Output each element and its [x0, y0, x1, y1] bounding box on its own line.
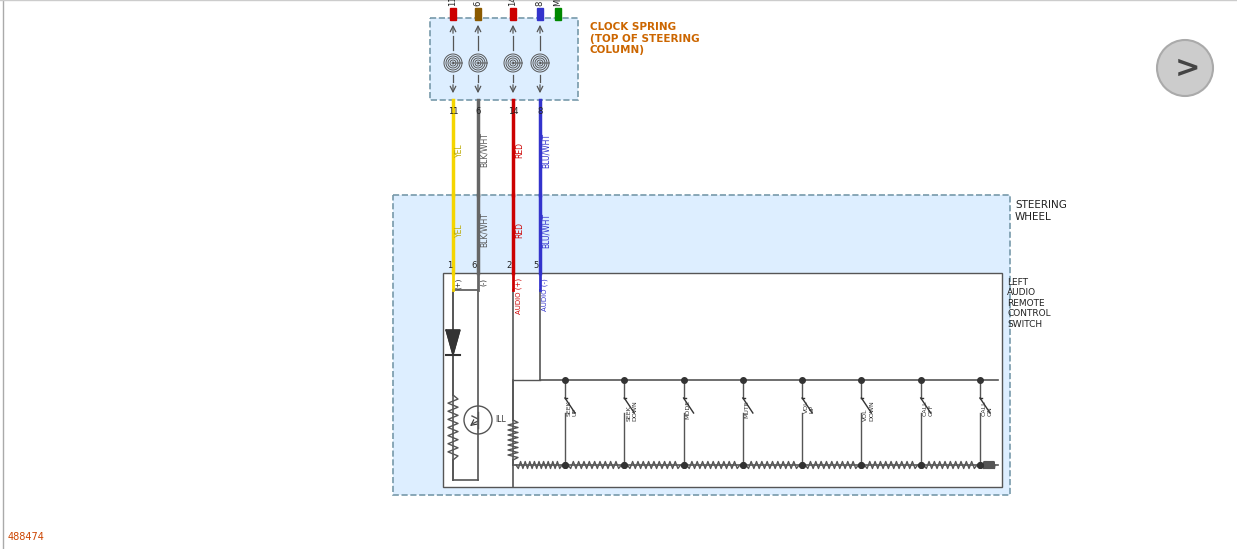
Text: (-): (-)	[480, 278, 486, 286]
Text: 6: 6	[474, 1, 482, 6]
Text: (+): (+)	[455, 278, 461, 289]
Text: RED: RED	[515, 142, 524, 158]
Text: LEFT
AUDIO
REMOTE
CONTROL
SWITCH: LEFT AUDIO REMOTE CONTROL SWITCH	[1007, 278, 1050, 329]
Text: 1: 1	[447, 261, 452, 270]
Text: MUTE: MUTE	[745, 400, 750, 418]
Circle shape	[1157, 40, 1213, 96]
Text: 488474: 488474	[7, 532, 45, 542]
Text: 8: 8	[536, 1, 544, 6]
Text: STEERING
WHEEL: STEERING WHEEL	[1016, 200, 1066, 222]
Text: SEEK
DOWN: SEEK DOWN	[626, 400, 637, 421]
Text: 8: 8	[537, 107, 543, 116]
Text: 14: 14	[508, 0, 517, 6]
Text: 11: 11	[448, 107, 458, 116]
Text: YEL: YEL	[455, 223, 464, 237]
Bar	[537, 8, 543, 20]
Text: SEEK
UP: SEEK UP	[567, 400, 578, 416]
Text: 2: 2	[507, 261, 512, 270]
Text: BLU/WHT: BLU/WHT	[542, 132, 550, 167]
Bar	[475, 8, 481, 20]
Text: AUDIO (-): AUDIO (-)	[542, 278, 548, 311]
Text: MODE: MODE	[685, 400, 690, 419]
Text: BLU/WHT: BLU/WHT	[542, 212, 550, 248]
Bar	[555, 8, 562, 20]
Text: 11: 11	[449, 0, 458, 6]
Text: RED: RED	[515, 222, 524, 238]
Text: AUDIO (+): AUDIO (+)	[515, 278, 522, 314]
FancyBboxPatch shape	[430, 18, 578, 100]
Text: 14: 14	[507, 107, 518, 116]
Text: VOL
UP: VOL UP	[804, 400, 815, 413]
Text: CALL
OFF: CALL OFF	[923, 400, 934, 416]
Bar	[510, 8, 516, 20]
Text: BLK/WHT: BLK/WHT	[480, 212, 489, 248]
Bar	[443, 273, 1002, 487]
Text: YEL: YEL	[455, 143, 464, 157]
Text: VOL
DOWN: VOL DOWN	[863, 400, 875, 421]
Text: CLOCK SPRING
(TOP OF STEERING
COLUMN): CLOCK SPRING (TOP OF STEERING COLUMN)	[590, 22, 700, 55]
Polygon shape	[447, 330, 460, 355]
Text: BLK/WHT: BLK/WHT	[480, 132, 489, 167]
Text: CALL
ON: CALL ON	[982, 400, 993, 416]
FancyBboxPatch shape	[393, 195, 1009, 495]
Text: 6: 6	[471, 261, 477, 270]
Text: ILL: ILL	[495, 416, 506, 424]
Bar	[450, 8, 456, 20]
Text: 6: 6	[475, 107, 481, 116]
Text: 5: 5	[533, 261, 539, 270]
Text: M90: M90	[553, 0, 563, 6]
Text: >: >	[1174, 53, 1200, 82]
